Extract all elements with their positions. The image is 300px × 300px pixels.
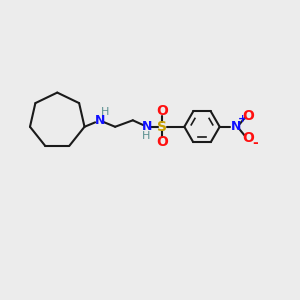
Text: H: H: [101, 107, 109, 117]
Text: O: O: [242, 131, 254, 145]
Text: N: N: [231, 120, 241, 133]
Text: H: H: [142, 130, 150, 141]
Text: O: O: [156, 135, 168, 149]
Text: O: O: [242, 109, 254, 123]
Text: +: +: [238, 114, 247, 124]
Text: -: -: [252, 136, 258, 150]
Text: N: N: [142, 120, 152, 133]
Text: O: O: [156, 104, 168, 118]
Text: N: N: [94, 114, 105, 127]
Text: S: S: [157, 120, 167, 134]
